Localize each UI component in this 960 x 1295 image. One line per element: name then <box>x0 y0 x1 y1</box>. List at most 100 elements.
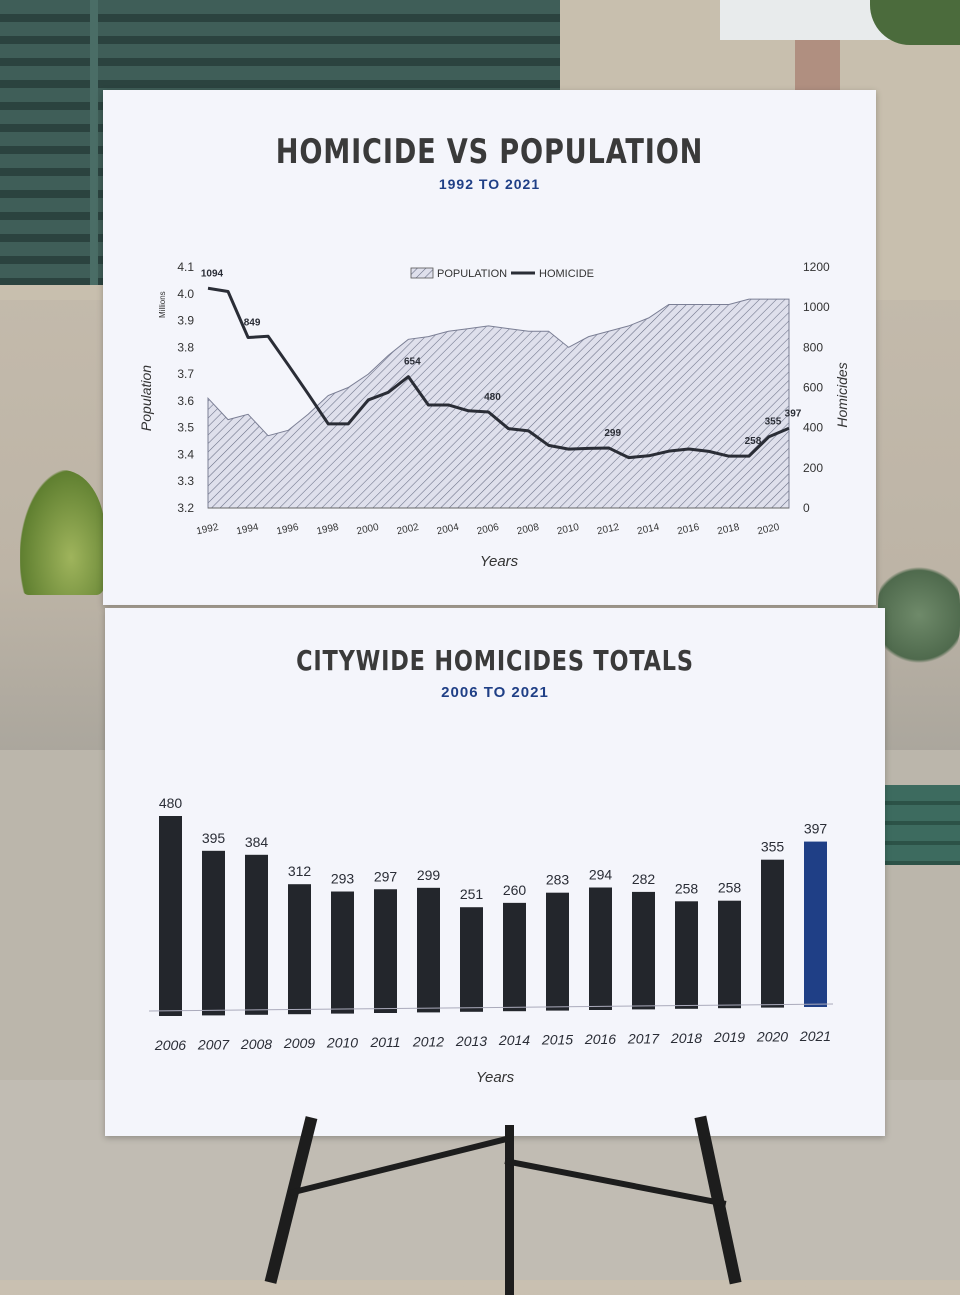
x-tick-label: 2004 <box>436 522 460 537</box>
bar-2016 <box>589 887 612 1010</box>
bar-2007 <box>202 850 225 1016</box>
homicide-data-label: 355 <box>765 417 782 428</box>
bar-category-label: 2015 <box>541 1032 573 1048</box>
right-tick-label: 800 <box>803 340 823 354</box>
bar-value-label: 384 <box>245 834 269 850</box>
population-area <box>207 298 790 509</box>
x-tick-label: 1992 <box>195 522 219 537</box>
bar-2019 <box>718 900 741 1009</box>
bar-2015 <box>546 892 569 1011</box>
bar-2018 <box>675 901 698 1009</box>
bar-category-label: 2008 <box>240 1036 272 1052</box>
legend-population-label: POPULATION <box>437 268 507 280</box>
left-tick-label: 3.9 <box>177 314 194 328</box>
bar-value-label: 293 <box>331 871 355 887</box>
x-tick-label: 2010 <box>556 522 580 537</box>
left-tick-label: 3.6 <box>177 394 194 408</box>
bar-x-axis-title: Years <box>476 1069 515 1086</box>
homicide-data-label: 480 <box>484 392 501 403</box>
x-tick-label: 2018 <box>716 522 740 537</box>
x-axis-title: Years <box>480 553 519 570</box>
x-tick-label: 2020 <box>756 522 780 537</box>
x-tick-label: 2012 <box>596 522 620 537</box>
left-tick-label: 3.5 <box>177 421 194 435</box>
bar-category-label: 2013 <box>455 1033 487 1049</box>
legend-population-swatch <box>410 267 434 279</box>
citywide-homicides-bar-chart: 480 2006 395 2007 384 2008 312 2009 293 2010 297 20… <box>148 795 834 1086</box>
bar-category-label: 2014 <box>498 1032 530 1048</box>
homicide-data-label: 299 <box>604 428 621 439</box>
bar-value-label: 258 <box>718 880 742 896</box>
bar-2008 <box>245 854 268 1015</box>
bar-2020 <box>761 859 784 1008</box>
homicide-population-chart: 3.2 3.3 3.4 3.5 3.6 3.7 3.8 3.9 4.0 4.1 0 200 400 600… <box>138 260 850 570</box>
bar-value-label: 251 <box>460 886 484 902</box>
bench <box>880 785 960 865</box>
bar-2017 <box>632 891 655 1010</box>
right-tick-label: 1000 <box>803 300 830 314</box>
x-tick-label: 1996 <box>276 522 300 537</box>
left-tick-label: 3.2 <box>177 501 194 515</box>
left-tick-label: 3.4 <box>177 447 194 461</box>
x-tick-label: 2006 <box>476 522 500 537</box>
bar-value-label: 299 <box>417 867 441 883</box>
bar-category-label: 2012 <box>412 1033 444 1049</box>
bar-category-label: 2011 <box>369 1034 400 1050</box>
bar-category-label: 2006 <box>154 1037 186 1053</box>
homicide-data-label: 849 <box>244 317 261 328</box>
homicide-data-label: 654 <box>404 357 421 368</box>
bar-value-label: 260 <box>503 882 527 898</box>
x-tick-label: 2002 <box>396 522 420 537</box>
chart2-title: CITYWIDE HOMICIDES TOTALS <box>296 644 694 677</box>
bar-2014 <box>503 902 526 1012</box>
chart1-title: HOMICIDE VS POPULATION <box>275 132 704 172</box>
legend-homicide-label: HOMICIDE <box>539 268 594 280</box>
poster-homicide-vs-population: HOMICIDE VS POPULATION 1992 TO 2021 3.2 3… <box>103 90 876 605</box>
homicide-data-label: 258 <box>745 436 762 447</box>
easel-leg-center <box>505 1125 514 1295</box>
homicide-data-label: 1094 <box>201 268 224 279</box>
bar-2012 <box>417 887 440 1013</box>
x-tick-label: 1998 <box>316 522 340 537</box>
bar-value-label: 258 <box>675 880 699 896</box>
bar-value-label: 294 <box>589 867 613 883</box>
bar-value-label: 480 <box>159 795 183 811</box>
bar-value-label: 355 <box>761 839 785 855</box>
x-tick-label: 2008 <box>516 522 540 537</box>
right-axis-title: Homicides <box>834 362 850 427</box>
chart2-subtitle: 2006 TO 2021 <box>441 684 549 701</box>
bar-value-label: 397 <box>804 821 828 837</box>
bar-category-label: 2021 <box>799 1028 831 1044</box>
homicide-data-label: 397 <box>785 408 802 419</box>
right-tick-label: 400 <box>803 421 823 435</box>
bar-value-label: 282 <box>632 871 656 887</box>
bar-category-label: 2020 <box>756 1029 788 1045</box>
left-tick-label: 4.0 <box>177 287 194 301</box>
left-tick-label: 3.8 <box>177 340 194 354</box>
bush <box>878 560 960 670</box>
bar-2006 <box>159 816 182 1016</box>
homicide-line <box>207 286 790 460</box>
x-tick-label: 1994 <box>236 522 260 537</box>
bar-2010 <box>331 891 354 1014</box>
bar-category-label: 2007 <box>197 1036 230 1052</box>
right-tick-label: 1200 <box>803 260 830 274</box>
bar-category-label: 2010 <box>326 1035 358 1051</box>
bar-2011 <box>374 889 397 1013</box>
poster-citywide-homicides: CITYWIDE HOMICIDES TOTALS 2006 TO 2021 4… <box>105 608 885 1136</box>
bar-category-label: 2018 <box>670 1030 702 1046</box>
bar-2009 <box>288 884 311 1015</box>
louver-frame <box>90 0 98 285</box>
left-tick-label: 3.3 <box>177 474 194 488</box>
bar-category-label: 2019 <box>713 1029 745 1045</box>
bar-category-label: 2009 <box>283 1035 315 1051</box>
bar-value-label: 395 <box>202 830 226 846</box>
bar-value-label: 312 <box>288 863 312 879</box>
x-tick-label: 2014 <box>636 522 660 537</box>
right-tick-label: 0 <box>803 501 810 515</box>
agave-plant <box>20 470 105 595</box>
bar-category-label: 2016 <box>584 1031 616 1047</box>
right-tick-label: 200 <box>803 461 823 475</box>
left-tick-label: 4.1 <box>177 260 194 274</box>
bar-category-label: 2017 <box>627 1030 660 1046</box>
